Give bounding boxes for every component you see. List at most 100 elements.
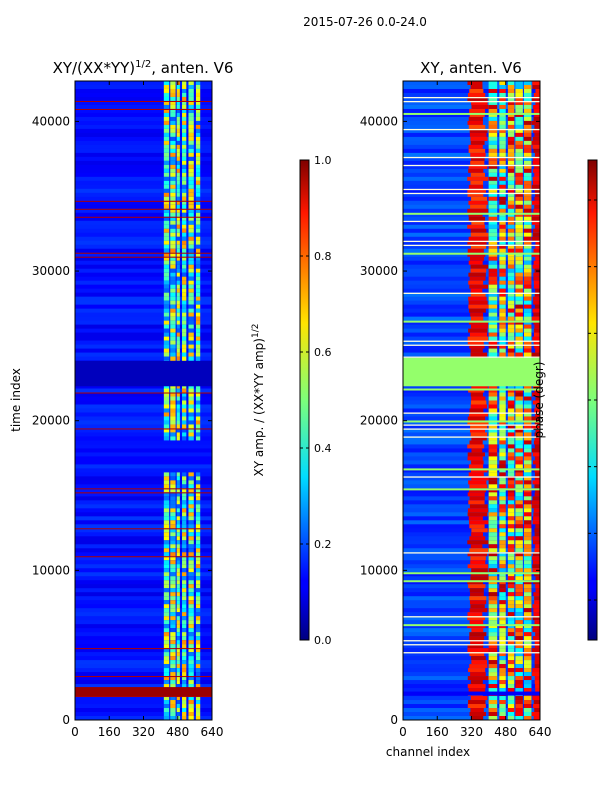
amplitude-cell — [170, 684, 176, 689]
amplitude-cell — [163, 576, 170, 581]
phase-cell — [535, 88, 540, 94]
phase-cell — [507, 172, 515, 178]
phase-flag-line — [403, 212, 540, 215]
phase-cell — [507, 460, 515, 465]
amplitude-cell — [182, 144, 187, 150]
phase-cell — [499, 352, 506, 358]
phase-cell — [535, 396, 540, 401]
phase-cell — [523, 268, 532, 274]
amplitude-cell — [182, 152, 187, 158]
amplitude-cell — [170, 416, 176, 421]
amplitude-cell — [170, 336, 176, 342]
phase-cell — [467, 512, 488, 517]
amplitude-row — [75, 104, 212, 110]
amplitude-cell — [170, 328, 176, 334]
phase-cell — [523, 404, 532, 409]
amplitude-cell — [170, 224, 176, 230]
amplitude-cell — [195, 156, 201, 162]
phase-cell — [507, 612, 515, 617]
phase-flag-line — [403, 428, 540, 430]
amplitude-row — [75, 316, 212, 322]
phase-cell — [488, 216, 498, 222]
amplitude-cell — [163, 208, 170, 214]
amplitude-cell — [176, 712, 180, 717]
phase-cell — [533, 260, 540, 266]
amplitude-cell — [176, 716, 180, 720]
phase-cell — [515, 396, 523, 401]
phase-cell — [468, 124, 486, 130]
amplitude-cell — [176, 152, 180, 158]
amplitude-cell — [176, 204, 180, 210]
phase-cell — [533, 116, 540, 122]
phase-cell — [507, 584, 515, 589]
amplitude-cell — [182, 664, 187, 669]
phase-cell — [499, 480, 506, 485]
phase-cell — [507, 556, 515, 561]
phase-cell — [531, 500, 540, 505]
amplitude-cell — [176, 352, 180, 358]
amplitude-cell — [188, 556, 194, 561]
phase-cell — [523, 636, 532, 641]
phase-flag-line — [403, 468, 540, 471]
amplitude-cell — [163, 100, 170, 106]
phase-cell — [515, 708, 523, 713]
amplitude-cell — [188, 192, 194, 198]
phase-cell — [488, 224, 498, 230]
phase-cell — [523, 480, 532, 485]
phase-cell — [523, 212, 532, 218]
amplitude-cell — [170, 344, 176, 350]
amplitude-cell — [182, 128, 187, 134]
amplitude-cell — [176, 168, 180, 174]
phase-cell — [507, 428, 515, 433]
amplitude-cell — [170, 708, 176, 713]
amplitude-cell — [163, 140, 170, 146]
amplitude-cell — [176, 92, 180, 98]
phase-cell — [507, 244, 515, 250]
phase-cell — [507, 348, 515, 354]
phase-cell — [523, 160, 532, 166]
amplitude-cell — [182, 512, 187, 517]
phase-cell — [515, 176, 523, 182]
phase-cell — [468, 184, 484, 190]
phase-cell — [488, 328, 498, 334]
amplitude-cell — [195, 272, 201, 278]
amplitude-cell — [170, 92, 176, 98]
amplitude-cell — [182, 656, 187, 661]
phase-cell — [507, 640, 515, 645]
phase-cell — [507, 96, 515, 102]
phase-cell — [533, 284, 540, 290]
phase-flag-line — [403, 164, 540, 167]
amplitude-cell — [176, 696, 180, 701]
phase-cell — [467, 492, 485, 497]
phase-cell — [471, 528, 488, 533]
phase-flag-line — [403, 320, 540, 323]
amplitude-cell — [176, 336, 180, 342]
amplitude-cell — [176, 492, 180, 497]
phase-cell — [507, 288, 515, 294]
amplitude-cell — [188, 81, 194, 86]
phase-cell — [467, 624, 486, 629]
phase-cell — [470, 576, 489, 581]
phase-cell — [488, 552, 498, 557]
amplitude-cell — [163, 272, 170, 278]
phase-cell — [488, 520, 498, 525]
amplitude-cell — [188, 544, 194, 549]
amplitude-cell — [176, 604, 180, 609]
phase-cell — [523, 208, 532, 214]
phase-cell — [469, 632, 487, 637]
amplitude-cell — [182, 184, 187, 190]
phase-cell — [534, 436, 540, 441]
phase-cell — [507, 404, 515, 409]
phase-cell — [488, 620, 498, 625]
phase-cell — [515, 128, 523, 134]
amplitude-cell — [176, 356, 180, 362]
amplitude-row — [75, 608, 212, 613]
amplitude-row — [75, 624, 212, 629]
amplitude-cell — [188, 92, 194, 98]
phase-cell — [532, 144, 540, 150]
phase-cell — [532, 264, 540, 270]
amplitude-cell — [182, 400, 187, 405]
phase-cell — [532, 520, 540, 525]
phase-cell — [531, 220, 540, 226]
phase-cell — [523, 164, 532, 170]
